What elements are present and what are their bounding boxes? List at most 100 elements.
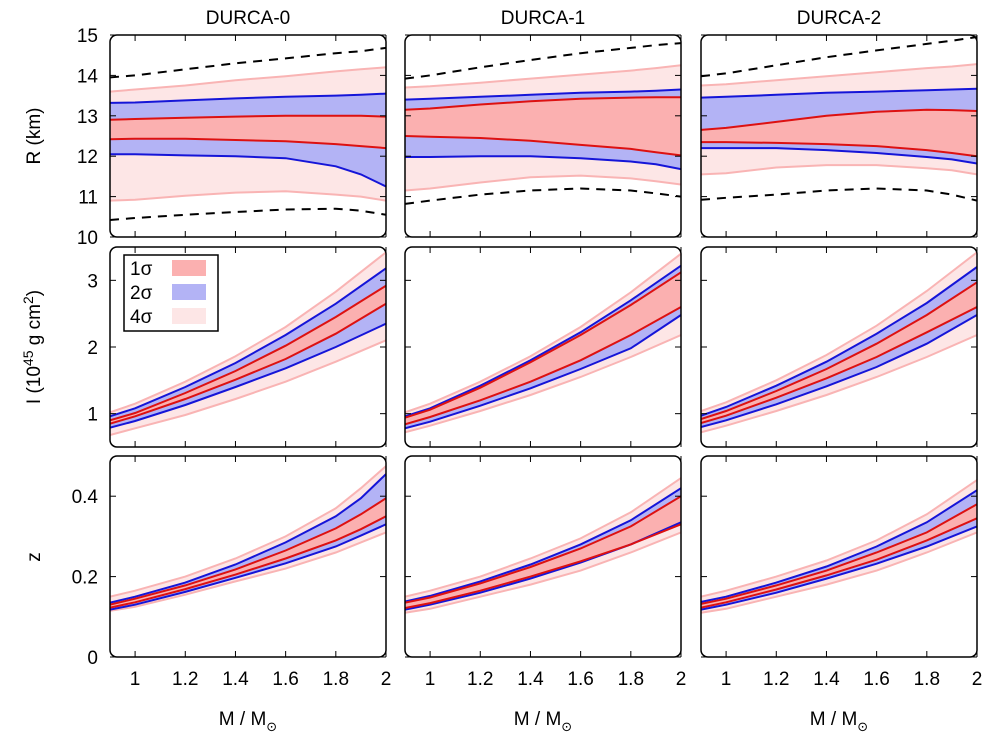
x-tick-label: 2 [972, 669, 983, 690]
band-4sigma-lower-line [701, 164, 977, 176]
i-label-exponent: 45 [20, 350, 36, 366]
x-axis-label: M / M⊙ [219, 709, 277, 734]
dashed-upper-line [405, 42, 681, 80]
x-tick-label: 1.4 [222, 669, 249, 690]
legend-swatch-3 [172, 308, 206, 324]
y-axis-label-z: z [24, 552, 45, 562]
band-4sigma-upper-line [701, 251, 977, 412]
y-tick-label: 0.4 [72, 487, 99, 508]
band-2sigma-lower-line [701, 314, 977, 428]
column-title: DURCA-1 [501, 8, 585, 29]
y-tick-label: 12 [77, 147, 98, 168]
band-4sigma-upper-line [701, 63, 977, 87]
panel-frame [700, 34, 978, 238]
panel-plot-area [110, 465, 386, 612]
band-4sigma-upper-line [405, 477, 681, 598]
band-1sigma-upper-line [405, 271, 681, 419]
band-1sigma-lower-line [701, 141, 977, 158]
band-4sigma-upper-line [110, 66, 386, 93]
x-axis-label-sun-symbol: ⊙ [561, 719, 572, 734]
y-tick-label: 2 [87, 338, 98, 359]
panel-durca-0-i: 1 2 3 [87, 246, 387, 448]
y-axis-label-i: I (1045 g cm2) [20, 290, 45, 404]
x-tick-label: 1.4 [813, 669, 840, 690]
panel-frame [404, 34, 682, 238]
band-1sigma-upper-line [110, 284, 386, 422]
panel-frame [109, 34, 387, 238]
band-2sigma-upper-line [405, 88, 681, 101]
band-1sigma-upper-line [405, 96, 681, 111]
band-2sigma-lower-line [110, 153, 386, 188]
legend: 1σ 2σ 4σ [123, 254, 219, 332]
band-1sigma-lower-line [405, 523, 681, 609]
band-1sigma-upper-line [701, 281, 977, 420]
i-label-units: g cm [24, 304, 45, 350]
band-2sigma-upper-line [110, 267, 386, 418]
y-tick-label: 13 [77, 107, 98, 128]
panel-frame [404, 455, 682, 658]
panel-plot-area [110, 46, 386, 221]
x-tick-label: 1 [130, 669, 141, 690]
band-2sigma-upper-line [405, 487, 681, 603]
y-tick-label: 10 [77, 228, 98, 249]
panel-plot-area [405, 42, 681, 205]
panel-frame [700, 455, 978, 658]
x-axis-label-main: M / M [219, 709, 267, 730]
x-tick-label: 1 [721, 669, 732, 690]
dashed-upper-line [701, 36, 977, 78]
y-tick-label: 0 [87, 648, 98, 669]
band-2sigma-lower-line [701, 525, 977, 611]
x-axis-label: M / M⊙ [810, 709, 868, 734]
band-4sigma-upper-line [405, 252, 681, 414]
band-2sigma-upper-line [110, 92, 386, 104]
x-tick-label: 1.2 [467, 669, 493, 690]
column-title: DURCA-2 [797, 8, 881, 29]
band-4sigma-lower-line [701, 334, 977, 434]
column-title: DURCA-0 [206, 8, 290, 29]
band-1sigma-upper-line [701, 503, 977, 605]
y-tick-label: 11 [78, 188, 98, 209]
x-tick-label: 1.2 [763, 669, 789, 690]
band-1sigma-upper-line [405, 495, 681, 604]
panel-plot-area [405, 252, 681, 434]
panel-durca-1-r: DURCA-1 [404, 8, 682, 238]
band-1sigma-lower-line [110, 302, 386, 425]
panel-durca-0-z: 1 1.2 1.4 1.6 1.8 2 0 0.2 0.4 M / M⊙ [72, 455, 391, 734]
x-tick-label: 1.6 [863, 669, 889, 690]
band-4sigma-lower-line [110, 190, 386, 202]
band-1sigma-lower-line [110, 137, 386, 150]
legend-swatch-1 [172, 260, 206, 276]
band-2sigma-upper-line [701, 266, 977, 417]
band-1sigma-upper-line [110, 497, 386, 606]
y-axis-label-r: R (km) [24, 108, 45, 165]
x-axis-label: M / M⊙ [514, 709, 572, 734]
panel-frame [109, 455, 387, 658]
x-axis-label-main: M / M [514, 709, 562, 730]
legend-label-2: 2σ [130, 283, 153, 304]
panel-durca-2-i [700, 246, 978, 448]
x-tick-label: 1.2 [172, 669, 198, 690]
band-2sigma-lower-line [405, 314, 681, 430]
panel-plot-area [701, 479, 977, 614]
y-tick-label: 15 [77, 26, 98, 47]
i-label-main: I (10 [24, 366, 45, 404]
band-2sigma-lower-line [405, 155, 681, 171]
panel-plot-area [701, 36, 977, 202]
band-4sigma-lower-line [405, 531, 681, 614]
band-1sigma-lower-line [701, 306, 977, 424]
x-axis-label-sun-symbol: ⊙ [857, 719, 868, 734]
dashed-lower-line [405, 187, 681, 205]
i-label-square: 2 [20, 296, 36, 304]
band-4sigma-lower-line [701, 531, 977, 614]
x-tick-label: 1.8 [914, 669, 940, 690]
panel-durca-2-z: 1 1.2 1.4 1.6 1.8 2 M / M⊙ [700, 455, 983, 734]
band-1sigma-lower-line [405, 306, 681, 426]
band-4sigma-lower-line [110, 339, 386, 436]
y-tick-label: 0.2 [72, 568, 98, 589]
panel-plot-area [701, 251, 977, 434]
x-tick-label: 1 [425, 669, 436, 690]
x-tick-label: 1.4 [517, 669, 544, 690]
